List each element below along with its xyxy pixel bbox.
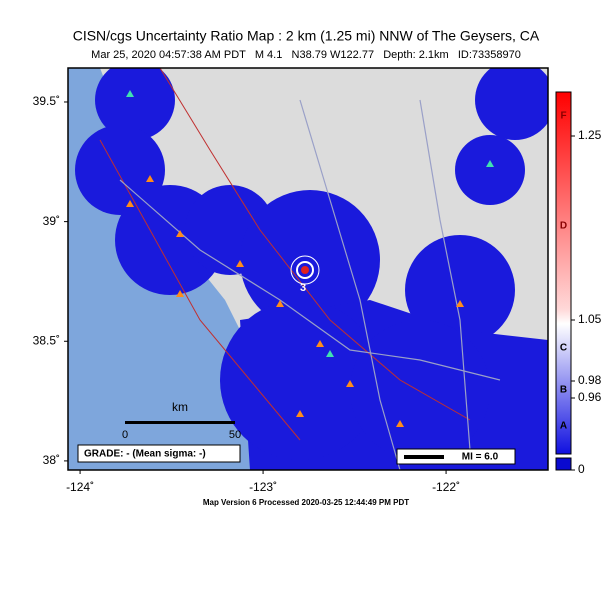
colorbar-label: 0.98: [578, 373, 602, 387]
scale-start: 0: [122, 429, 128, 441]
lon-label: -124˚: [66, 480, 94, 494]
lon-label: -122˚: [432, 480, 460, 494]
colorbar-letter: F: [560, 111, 566, 122]
footer: Map Version 6 Processed 2020-03-25 12:44…: [203, 498, 409, 507]
map: [68, 68, 548, 470]
scale-end: 50: [229, 429, 241, 441]
colorbar-label: 0.96: [578, 390, 602, 404]
colorbar-label: 1.25: [578, 128, 602, 142]
lat-label: 39˚: [43, 214, 60, 228]
lat-label: 38˚: [43, 453, 60, 467]
lat-label: 39.5˚: [33, 94, 60, 108]
colorbar-label: 0: [578, 462, 585, 476]
lat-label: 38.5˚: [33, 333, 60, 347]
colorbar-label: 1.05: [578, 312, 602, 326]
scale-unit: km: [172, 400, 188, 414]
subtitle: Mar 25, 2020 04:57:38 AM PDT M 4.1 N38.7…: [91, 49, 521, 61]
colorbar-letter: A: [560, 421, 567, 432]
colorbar-letter: D: [560, 221, 567, 232]
grade: GRADE: - (Mean sigma: -): [84, 449, 206, 460]
colorbar-letter: C: [560, 343, 567, 354]
colorbar-letter: B: [560, 385, 567, 396]
lon-label: -123˚: [249, 480, 277, 494]
map-frame: [67, 67, 549, 471]
colorbar: [555, 91, 572, 455]
title: CISN/cgs Uncertainty Ratio Map : 2 km (1…: [73, 28, 540, 44]
epicenter-label: 3: [300, 282, 306, 294]
mi-legend: MI = 6.0: [462, 452, 499, 463]
colorbar-zero: [555, 457, 572, 471]
